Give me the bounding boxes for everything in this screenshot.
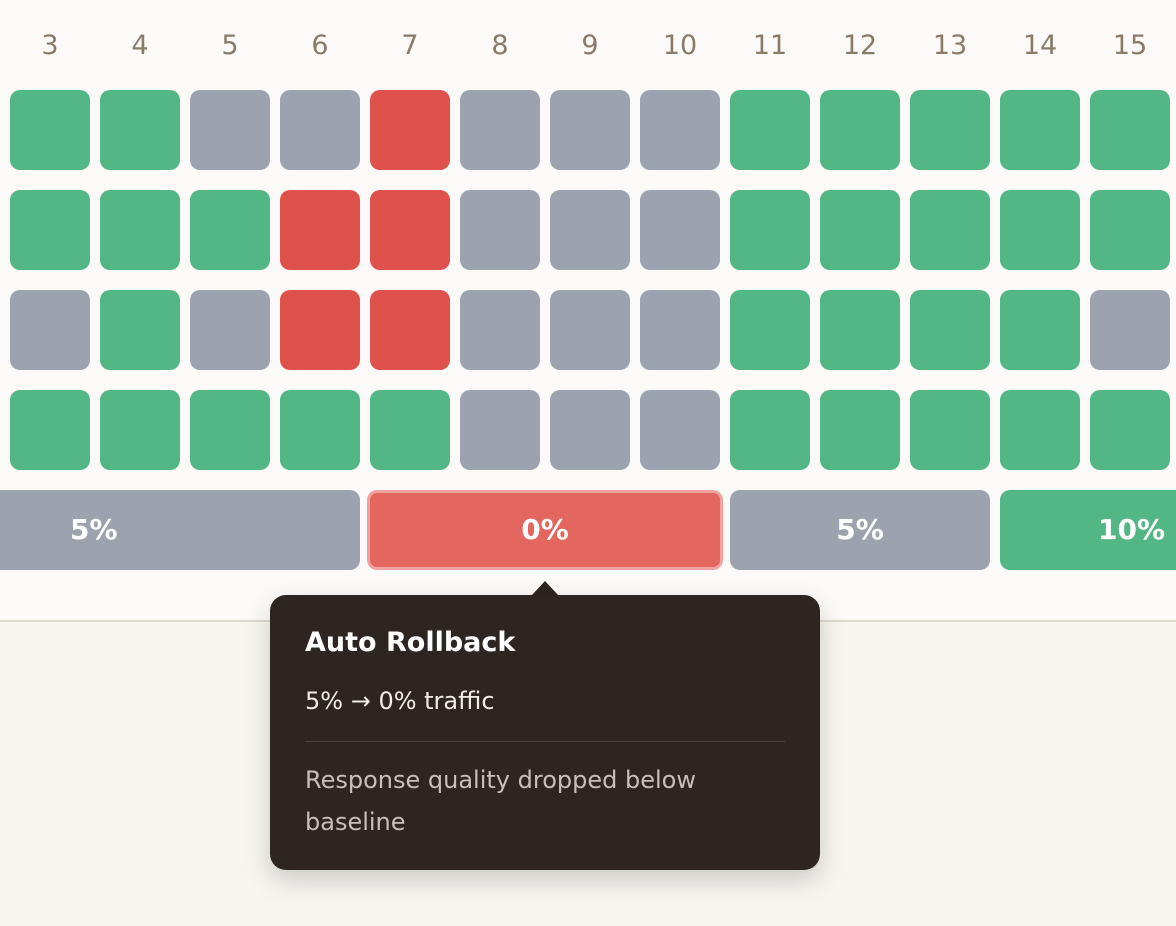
rollback-tooltip: Auto Rollback 5% → 0% traffic Response q… [270, 595, 820, 870]
status-cell-green[interactable] [820, 90, 900, 170]
status-cell-gray[interactable] [640, 290, 720, 370]
status-cell-green[interactable] [1000, 390, 1080, 470]
status-cell-green[interactable] [1090, 90, 1170, 170]
status-cell-green[interactable] [730, 390, 810, 470]
status-cell-gray[interactable] [190, 90, 270, 170]
status-cell-gray[interactable] [550, 90, 630, 170]
status-cell-red[interactable] [370, 190, 450, 270]
status-cell-green[interactable] [730, 190, 810, 270]
status-cell-red[interactable] [280, 190, 360, 270]
status-cell-green[interactable] [190, 190, 270, 270]
status-cell-green[interactable] [820, 290, 900, 370]
status-cell-green[interactable] [1000, 290, 1080, 370]
status-cell-green[interactable] [100, 190, 180, 270]
status-cell-red[interactable] [280, 290, 360, 370]
status-cell-green[interactable] [100, 390, 180, 470]
tooltip-description: Response quality dropped below baseline [305, 766, 696, 836]
status-cell-gray[interactable] [550, 390, 630, 470]
day-label: 15 [1112, 30, 1148, 61]
status-cell-green[interactable] [1000, 190, 1080, 270]
day-label: 3 [41, 30, 59, 61]
day-label: 6 [311, 30, 329, 61]
status-cell-gray[interactable] [460, 390, 540, 470]
status-cell-green[interactable] [1090, 190, 1170, 270]
traffic-segment[interactable]: 5% [730, 490, 990, 570]
tooltip-title: Auto Rollback [305, 627, 516, 658]
status-cell-green[interactable] [820, 390, 900, 470]
status-cell-green[interactable] [730, 290, 810, 370]
status-cell-gray[interactable] [280, 90, 360, 170]
status-cell-gray[interactable] [550, 290, 630, 370]
status-cell-gray[interactable] [460, 90, 540, 170]
tooltip-arrow [531, 581, 559, 596]
status-cell-gray[interactable] [10, 290, 90, 370]
traffic-segment-selected[interactable]: 0% [367, 490, 723, 570]
timeline-panel: 3 4 5 6 7 8 9 10 11 12 13 14 15 5% 0% 5% 10% [0, 30, 1176, 570]
status-cell-gray[interactable] [550, 190, 630, 270]
status-cell-gray[interactable] [460, 290, 540, 370]
status-cell-green[interactable] [910, 190, 990, 270]
status-cell-green[interactable] [10, 190, 90, 270]
status-cell-gray[interactable] [640, 190, 720, 270]
status-cell-gray[interactable] [640, 390, 720, 470]
status-cell-gray[interactable] [190, 290, 270, 370]
day-label: 12 [842, 30, 878, 61]
status-cell-green[interactable] [100, 90, 180, 170]
status-cell-gray[interactable] [1090, 290, 1170, 370]
status-cell-green[interactable] [280, 390, 360, 470]
status-cell-red[interactable] [370, 290, 450, 370]
status-cell-green[interactable] [910, 390, 990, 470]
status-cell-green[interactable] [10, 90, 90, 170]
status-cell-red[interactable] [370, 90, 450, 170]
day-label: 13 [932, 30, 968, 61]
day-label: 11 [752, 30, 788, 61]
day-label: 4 [131, 30, 149, 61]
day-label: 14 [1022, 30, 1058, 61]
status-cell-green[interactable] [100, 290, 180, 370]
status-cell-green[interactable] [370, 390, 450, 470]
status-cell-green[interactable] [10, 390, 90, 470]
traffic-segment[interactable]: 5% [0, 490, 360, 570]
day-label: 10 [662, 30, 698, 61]
day-label: 8 [491, 30, 509, 61]
status-cell-gray[interactable] [640, 90, 720, 170]
day-label: 9 [581, 30, 599, 61]
status-cell-green[interactable] [820, 190, 900, 270]
status-cell-green[interactable] [730, 90, 810, 170]
status-cell-green[interactable] [190, 390, 270, 470]
status-cell-green[interactable] [910, 290, 990, 370]
status-cell-gray[interactable] [460, 190, 540, 270]
day-label: 7 [401, 30, 419, 61]
status-cell-green[interactable] [910, 90, 990, 170]
tooltip-subtitle: 5% → 0% traffic [305, 687, 495, 715]
traffic-segment[interactable]: 10% [1000, 490, 1176, 570]
day-label: 5 [221, 30, 239, 61]
status-cell-green[interactable] [1090, 390, 1170, 470]
status-cell-green[interactable] [1000, 90, 1080, 170]
tooltip-divider [305, 741, 785, 742]
